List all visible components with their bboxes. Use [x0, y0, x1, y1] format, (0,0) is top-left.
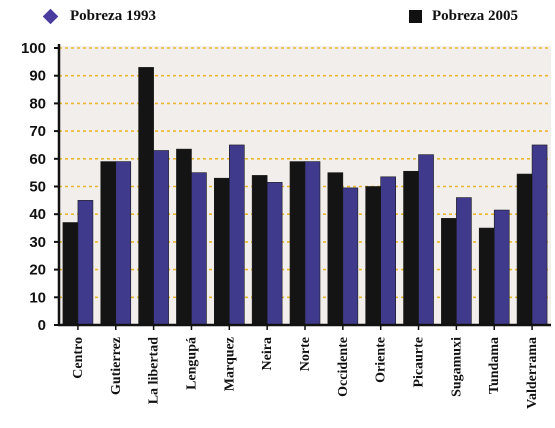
- bar: [153, 150, 169, 326]
- legend-item-1993: Pobreza 1993: [42, 8, 156, 25]
- y-tick-label: 100: [21, 40, 46, 57]
- x-category-label: Sugamuxi: [449, 337, 464, 397]
- bar: [403, 170, 419, 326]
- y-tick-label: 30: [29, 234, 46, 251]
- bar: [531, 144, 548, 326]
- bar: [380, 176, 396, 326]
- bar: [62, 222, 79, 326]
- x-category-label: Norte: [298, 337, 313, 371]
- legend-item-2005: Pobreza 2005: [409, 8, 518, 25]
- bar: [266, 182, 283, 326]
- bar: [478, 227, 495, 326]
- bar: [516, 173, 533, 326]
- x-category-label: Centro: [71, 337, 86, 379]
- bar: [77, 200, 94, 326]
- y-tick-label: 20: [29, 262, 46, 279]
- x-category-label: Occidente: [336, 337, 351, 397]
- bar: [365, 186, 381, 326]
- y-tick-label: 90: [29, 68, 46, 85]
- x-category-label: Picaurte: [412, 337, 427, 388]
- x-category-label: Gutierrez: [109, 337, 124, 395]
- bar: [251, 175, 268, 326]
- y-tick-label: 60: [29, 151, 46, 168]
- bar: [191, 172, 207, 326]
- bars: [62, 67, 548, 326]
- bar: [138, 67, 154, 326]
- x-category-labels: Centro Gutierrez La libertad Lengupá Marquez…: [71, 337, 540, 409]
- y-tick-label: 50: [29, 179, 46, 196]
- bar: [456, 197, 472, 326]
- x-category-label: Marquez: [222, 337, 237, 391]
- legend-label-2005: Pobreza 2005: [432, 8, 518, 24]
- bar: [115, 161, 132, 326]
- x-category-label: Lengupá: [184, 337, 199, 390]
- y-tick-label: 40: [29, 206, 46, 223]
- bar: [304, 161, 321, 326]
- axes: [54, 44, 551, 330]
- y-tick-labels: 0 10 20 30 40 50 60 70 80 90 100: [21, 40, 46, 334]
- x-category-label: Oriente: [374, 337, 389, 383]
- bar: [418, 154, 434, 326]
- bar: [289, 161, 306, 326]
- square-marker-icon: [409, 10, 422, 23]
- x-category-label: Neira: [260, 337, 275, 370]
- x-category-label: Tundama: [487, 337, 502, 394]
- bar: [229, 144, 245, 326]
- bar: [100, 161, 117, 326]
- x-category-label: La libertad: [147, 337, 162, 404]
- y-tick-label: 0: [38, 317, 46, 334]
- y-tick-label: 70: [29, 123, 46, 140]
- bar: [441, 218, 457, 326]
- x-category-label: Valderrama: [525, 337, 540, 409]
- bar: [342, 187, 359, 326]
- bar: [493, 209, 510, 326]
- y-tick-label: 80: [29, 95, 46, 112]
- bar: [176, 148, 192, 326]
- bar: [327, 172, 344, 326]
- y-tick-label: 10: [29, 289, 46, 306]
- legend-label-1993: Pobreza 1993: [70, 8, 156, 24]
- bar: [214, 177, 230, 326]
